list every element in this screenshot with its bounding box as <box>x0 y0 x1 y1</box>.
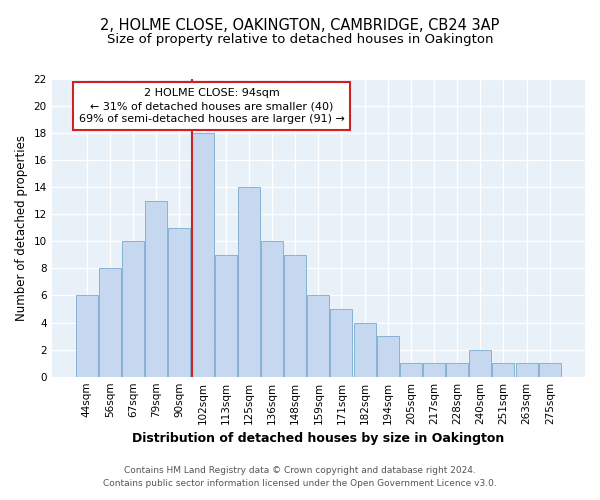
Bar <box>469 350 491 376</box>
Bar <box>353 322 376 376</box>
Bar <box>284 255 306 376</box>
Text: Contains HM Land Registry data © Crown copyright and database right 2024.
Contai: Contains HM Land Registry data © Crown c… <box>103 466 497 487</box>
Bar <box>423 363 445 376</box>
Bar <box>261 242 283 376</box>
Bar <box>99 268 121 376</box>
Bar <box>446 363 468 376</box>
Bar <box>377 336 399 376</box>
Bar <box>76 296 98 376</box>
Bar <box>493 363 514 376</box>
Bar <box>400 363 422 376</box>
Bar <box>331 309 352 376</box>
X-axis label: Distribution of detached houses by size in Oakington: Distribution of detached houses by size … <box>132 432 505 445</box>
Bar <box>169 228 190 376</box>
Bar <box>515 363 538 376</box>
Bar <box>145 201 167 376</box>
Bar <box>215 255 237 376</box>
Y-axis label: Number of detached properties: Number of detached properties <box>15 135 28 321</box>
Bar <box>191 133 214 376</box>
Text: Size of property relative to detached houses in Oakington: Size of property relative to detached ho… <box>107 32 493 46</box>
Bar <box>238 187 260 376</box>
Bar <box>307 296 329 376</box>
Bar <box>122 242 144 376</box>
Text: 2 HOLME CLOSE: 94sqm
← 31% of detached houses are smaller (40)
69% of semi-detac: 2 HOLME CLOSE: 94sqm ← 31% of detached h… <box>79 88 344 124</box>
Text: 2, HOLME CLOSE, OAKINGTON, CAMBRIDGE, CB24 3AP: 2, HOLME CLOSE, OAKINGTON, CAMBRIDGE, CB… <box>100 18 500 32</box>
Bar <box>539 363 561 376</box>
